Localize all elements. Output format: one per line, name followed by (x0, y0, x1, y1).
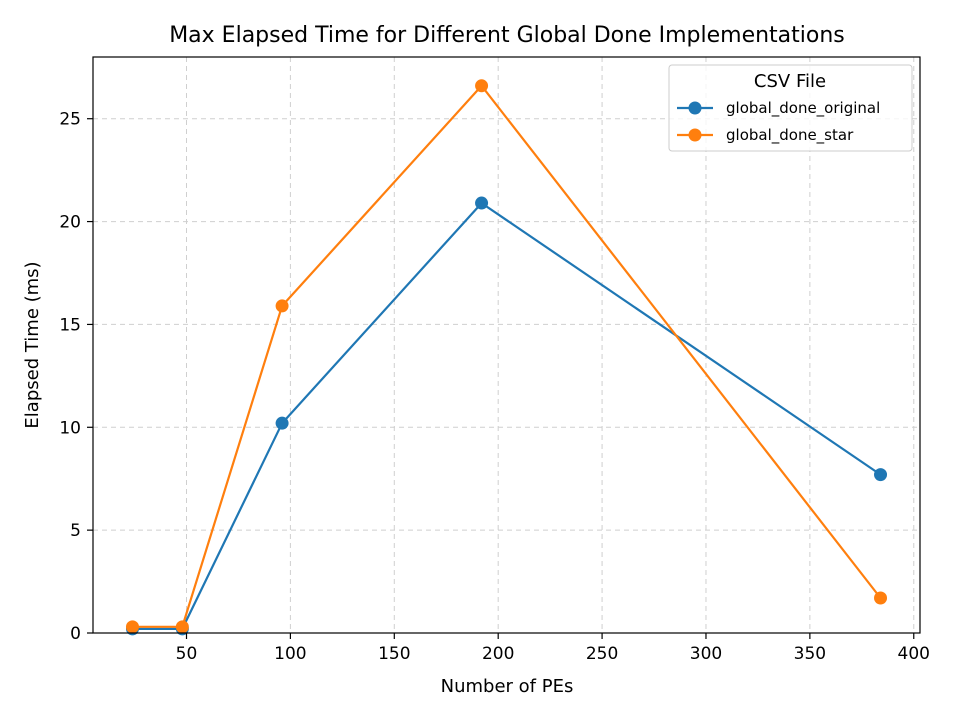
data-point (874, 468, 888, 482)
legend-marker (688, 101, 702, 115)
data-point (275, 416, 289, 430)
data-point (475, 79, 489, 93)
x-axis-ticks: 50 100 150 200 250 300 350 400 (176, 633, 930, 664)
y-axis-ticks: 0 5 10 15 20 25 (59, 110, 93, 644)
y-tick-label: 0 (70, 624, 81, 644)
legend-label: global_done_original (726, 99, 880, 118)
y-tick-label: 25 (59, 110, 81, 130)
x-tick-label: 350 (794, 644, 826, 664)
axes-frame (92, 56, 921, 634)
y-tick-label: 20 (59, 213, 81, 233)
y-tick-label: 10 (59, 418, 81, 438)
data-point (175, 620, 189, 634)
y-tick-label: 5 (70, 521, 81, 541)
x-tick-label: 50 (176, 644, 198, 664)
x-tick-label: 250 (586, 644, 618, 664)
y-axis-label: Elapsed Time (ms) (22, 261, 43, 428)
chart-title: Max Elapsed Time for Different Global Do… (169, 23, 845, 48)
x-tick-label: 100 (274, 644, 306, 664)
series-line (132, 84, 882, 628)
legend-label: global_done_star (726, 126, 854, 145)
y-tick-label: 15 (59, 315, 81, 335)
legend-entry: global_done_original (677, 99, 880, 118)
series-global_done_star (125, 79, 888, 634)
data-point (275, 299, 289, 313)
legend-marker (688, 128, 702, 142)
x-tick-label: 150 (378, 644, 410, 664)
x-axis-label: Number of PEs (441, 676, 574, 697)
x-tick-label: 200 (482, 644, 514, 664)
legend-entry: global_done_star (677, 126, 854, 145)
legend: CSV File global_done_original global_done… (668, 64, 913, 152)
series-line (132, 202, 882, 631)
legend-box (668, 64, 913, 152)
data-point (874, 591, 888, 605)
legend-title: CSV File (754, 71, 826, 92)
data-point (475, 196, 489, 210)
x-tick-label: 300 (690, 644, 722, 664)
series-global_done_original (125, 196, 888, 636)
data-point (125, 620, 139, 634)
x-tick-label: 400 (898, 644, 930, 664)
plot-area (125, 79, 888, 636)
